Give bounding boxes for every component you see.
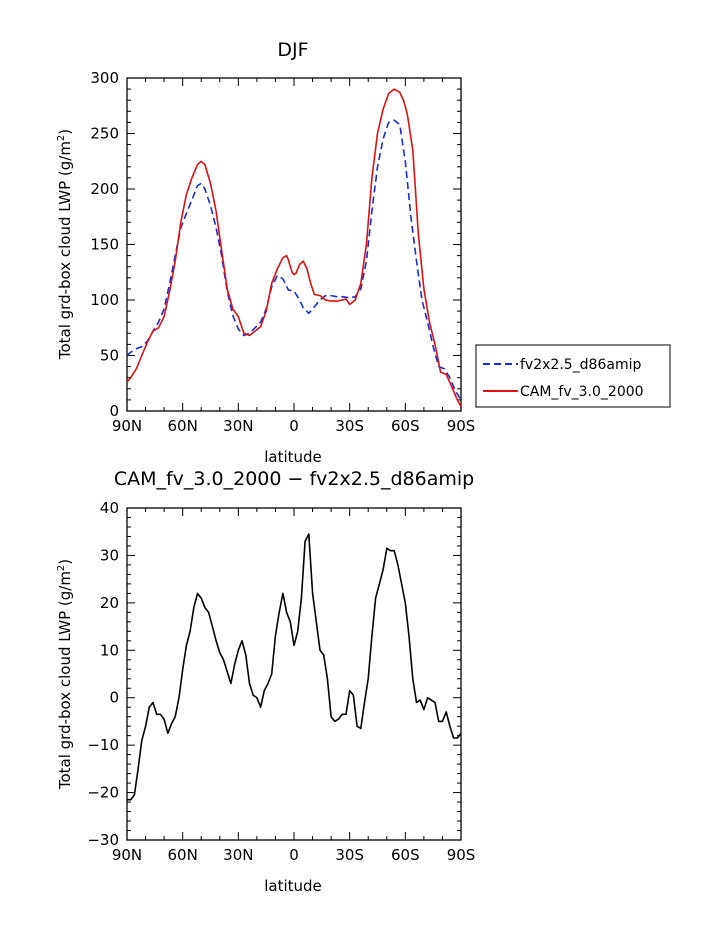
top-chart-x-tick-label-6: 90S	[447, 417, 476, 435]
bottom-chart-x-tick-label-0: 90N	[112, 846, 142, 864]
legend-box	[475, 344, 671, 408]
top-chart-y-tick-labels: 0 50 100 150 200 250 300	[90, 69, 119, 420]
bottom-chart-y-tick-label-6: 30	[100, 546, 119, 564]
top-chart-y-axis-label-main: Total grd-box cloud LWP (g/m	[56, 141, 74, 360]
top-chart-y-axis-label-sup: 2	[56, 135, 67, 141]
bottom-chart-y-axis-label-end: )	[56, 559, 74, 565]
bottom-chart-x-tick-label-1: 60N	[168, 846, 198, 864]
top-chart-x-tick-labels: 90N 60N 30N 0 30S 60S 90S	[112, 417, 475, 435]
top-chart-y-tick-label-5: 250	[90, 125, 119, 143]
top-chart-series-lines	[126, 88, 462, 407]
bottom-chart-y-tick-label-3: 0	[109, 689, 119, 707]
bottom-chart-ticks	[126, 507, 462, 841]
top-chart-x-tick-label-1: 60N	[168, 417, 198, 435]
top-chart-panel: DJF 90N 60N 30N 0 30S 60S 90S 0 50 100 150 200 250 3…	[56, 39, 671, 466]
top-chart-ticks	[126, 77, 462, 412]
bottom-chart-y-tick-label-4: 10	[100, 641, 119, 659]
bottom-chart-y-tick-label-0: −30	[87, 831, 119, 849]
bottom-chart-title: CAM_fv_3.0_2000 − fv2x2.5_d86amip	[114, 468, 474, 490]
top-chart-y-tick-label-0: 0	[109, 402, 119, 420]
top-chart-series-cam-fv-3-0-2000	[126, 88, 462, 407]
top-chart-y-tick-label-3: 150	[90, 236, 119, 254]
bottom-chart-x-tick-label-2: 30N	[223, 846, 253, 864]
top-chart-x-tick-label-0: 90N	[112, 417, 142, 435]
top-chart-x-tick-label-4: 30S	[335, 417, 364, 435]
legend-label-cam: CAM_fv_3.0_2000	[520, 384, 644, 400]
top-chart-y-tick-label-1: 50	[100, 347, 119, 365]
bottom-chart-y-tick-label-2: −10	[87, 736, 119, 754]
top-chart-x-tick-label-5: 60S	[391, 417, 420, 435]
bottom-chart-y-axis-label-main: Total grd-box cloud LWP (g/m	[56, 571, 74, 790]
top-chart-title: DJF	[277, 39, 308, 61]
top-chart-y-axis-label: Total grd-box cloud LWP (g/m2)	[56, 129, 74, 360]
bottom-chart-y-tick-label-5: 20	[100, 594, 119, 612]
bottom-chart-frame	[126, 507, 462, 841]
top-chart-x-tick-label-2: 30N	[223, 417, 253, 435]
legend-label-fv2x2: fv2x2.5_d86amip	[520, 357, 641, 373]
top-chart-legend: fv2x2.5_d86amip CAM_fv_3.0_2000	[475, 344, 671, 408]
bottom-chart-series-difference	[127, 533, 462, 801]
bottom-chart-y-tick-labels: −30 −20 −10 0 10 20 30 40	[87, 499, 119, 849]
bottom-chart-x-tick-label-6: 90S	[447, 846, 476, 864]
bottom-chart-y-axis-label-sup: 2	[56, 565, 67, 571]
bottom-chart-x-tick-label-3: 0	[289, 846, 299, 864]
bottom-chart-x-tick-label-5: 60S	[391, 846, 420, 864]
top-chart-x-tick-label-3: 0	[289, 417, 299, 435]
top-chart-x-axis-label: latitude	[264, 448, 322, 466]
bottom-chart-y-tick-label-7: 40	[100, 499, 119, 517]
bottom-chart-x-axis-label: latitude	[264, 877, 322, 895]
bottom-chart-series-lines	[127, 533, 462, 801]
top-chart-y-tick-label-2: 100	[90, 291, 119, 309]
top-chart-y-tick-label-4: 200	[90, 180, 119, 198]
top-chart-y-tick-label-6: 300	[90, 69, 119, 87]
bottom-chart-y-tick-label-1: −20	[87, 784, 119, 802]
top-chart-series-fv2x2-5-d86amip	[126, 119, 462, 401]
bottom-chart-x-tick-labels: 90N 60N 30N 0 30S 60S 90S	[112, 846, 475, 864]
bottom-chart-x-tick-label-4: 30S	[335, 846, 364, 864]
bottom-chart-panel: CAM_fv_3.0_2000 − fv2x2.5_d86amip 90N 60N…	[56, 468, 475, 895]
bottom-chart-y-axis-label: Total grd-box cloud LWP (g/m2)	[56, 559, 74, 790]
top-chart-y-axis-label-end: )	[56, 129, 74, 135]
